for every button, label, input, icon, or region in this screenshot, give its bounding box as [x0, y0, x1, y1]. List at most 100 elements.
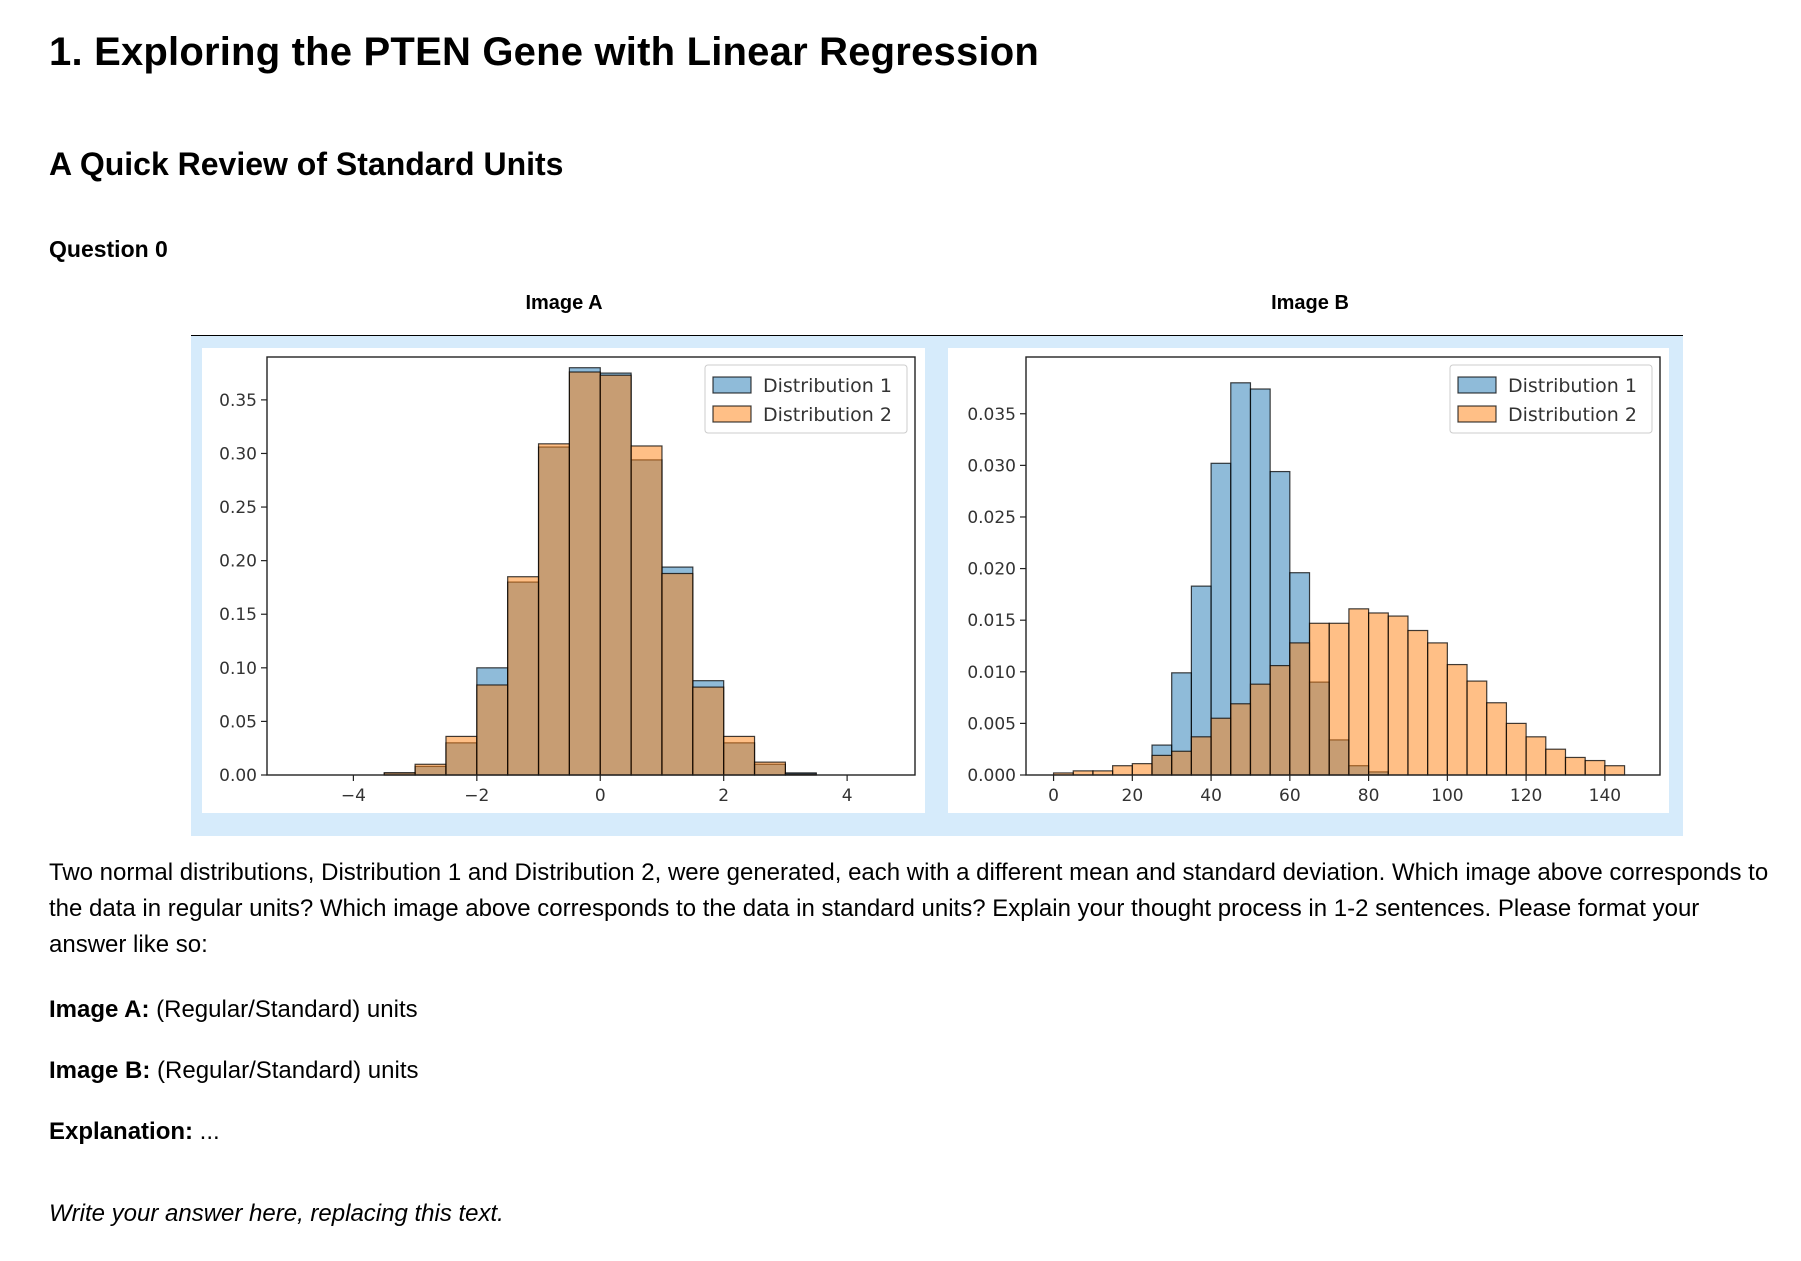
bar-distribution-2-28 [1604, 765, 1626, 776]
bar-distribution-2-18 [1407, 629, 1429, 776]
legend: Distribution 1 Distribution 2 [1449, 364, 1653, 434]
bar-distribution-2-23 [1505, 722, 1527, 776]
bar-distribution-2-10 [692, 686, 725, 776]
format-value-image-a: (Regular/Standard) units [149, 996, 418, 1023]
x-tick-label: 60 [1279, 786, 1301, 806]
image-a-histogram: −4 −2 0 2 4 0.00 0.05 0.10 0.15 0.20 0.25 0.30 0.35 D… [202, 348, 925, 813]
bar-distribution-2-8 [630, 445, 663, 776]
bar-distribution-2-13 [1308, 622, 1330, 776]
x-tick-label: 120 [1510, 786, 1542, 806]
bar-distribution-2-8 [1210, 717, 1232, 776]
format-label-image-a: Image A: [49, 996, 150, 1023]
format-line-explanation: Explanation: ... [49, 1118, 220, 1146]
y-tick-label: 0.15 [219, 605, 257, 625]
series-2 [1052, 608, 1626, 776]
y-tick-label: 0.20 [219, 552, 257, 572]
image-b-chart: 0 20 40 60 80 100 120 140 0.000 0.005 0.010 0.015 0.… [967, 356, 1661, 806]
format-label-image-b: Image B: [49, 1057, 151, 1084]
bar-distribution-2-10 [1249, 683, 1271, 776]
bar-distribution-2-3 [1112, 765, 1133, 776]
y-tick-label: 0.010 [967, 663, 1016, 683]
bar-distribution-2-6 [1171, 750, 1192, 776]
bar-distribution-2-12 [753, 761, 786, 776]
bar-distribution-2-4 [1131, 763, 1153, 776]
bar-distribution-2-9 [1230, 703, 1252, 776]
bar-distribution-2-6 [568, 371, 601, 776]
bar-distribution-2-9 [661, 572, 694, 776]
y-tick-label: 0.015 [967, 611, 1016, 631]
format-value-explanation: ... [193, 1118, 220, 1145]
y-tick-label: 0.10 [219, 659, 257, 679]
bar-distribution-2-11 [1269, 664, 1291, 776]
bar-distribution-2-5 [537, 443, 570, 776]
x-tick-label: 4 [842, 786, 853, 806]
y-tick-label: 0.005 [967, 714, 1016, 734]
format-value-image-b: (Regular/Standard) units [150, 1057, 419, 1084]
x-tick-label: 0 [595, 786, 606, 806]
format-line-image-b: Image B: (Regular/Standard) units [49, 1057, 419, 1085]
bar-distribution-2-4 [507, 576, 540, 776]
bar-distribution-2-2 [445, 735, 478, 776]
x-tick-label: −2 [464, 786, 489, 806]
bar-distribution-2-22 [1486, 702, 1508, 776]
x-tick-label: 80 [1358, 786, 1380, 806]
axes-frame [1025, 356, 1661, 776]
x-tick-label: 0 [1048, 786, 1059, 806]
y-tick-label: 0.25 [219, 498, 257, 518]
bar-distribution-2-11 [723, 735, 756, 776]
x-tick-label: 140 [1589, 786, 1621, 806]
x-tick-label: 40 [1200, 786, 1222, 806]
legend-swatch-1 [712, 376, 752, 394]
bar-distribution-2-5 [1151, 754, 1173, 776]
axes-frame [266, 356, 916, 776]
bar-distribution-2-14 [1328, 622, 1350, 776]
bar-distribution-2-24 [1525, 736, 1547, 776]
table-header-image-b: Image B [1271, 292, 1349, 314]
legend: Distribution 1 Distribution 2 [704, 364, 908, 434]
format-label-explanation: Explanation: [49, 1118, 194, 1145]
bar-distribution-2-12 [1289, 642, 1311, 776]
bar-distribution-2-15 [1348, 608, 1370, 776]
y-tick-label: 0.000 [967, 766, 1016, 786]
legend-label-1: Distribution 1 [763, 375, 892, 397]
format-line-image-a: Image A: (Regular/Standard) units [49, 996, 418, 1024]
question-text: Two normal distributions, Distribution 1… [49, 859, 1769, 958]
x-tick-label: 100 [1431, 786, 1463, 806]
legend-label-2: Distribution 2 [763, 404, 892, 426]
y-tick-label: 0.020 [967, 560, 1016, 580]
image-a-chart: −4 −2 0 2 4 0.00 0.05 0.10 0.15 0.20 0.25 0.30 0.35 D… [219, 356, 916, 806]
legend-label-1: Distribution 1 [1508, 375, 1637, 397]
series-2 [383, 371, 817, 776]
y-tick-label: 0.030 [967, 456, 1016, 476]
legend-swatch-2 [712, 405, 752, 423]
y-tick-label: 0.025 [967, 508, 1016, 528]
legend-swatch-1 [1457, 376, 1497, 394]
table-header-rule [191, 335, 1683, 336]
answer-placeholder[interactable]: Write your answer here, replacing this t… [49, 1200, 504, 1227]
y-tick-label: 0.35 [219, 391, 257, 411]
bar-distribution-2-19 [1427, 642, 1448, 776]
y-tick-label: 0.05 [219, 712, 257, 732]
bar-distribution-2-20 [1446, 663, 1468, 776]
bar-distribution-2-1 [414, 763, 447, 776]
legend-swatch-2 [1457, 405, 1497, 423]
bar-distribution-2-21 [1466, 680, 1488, 776]
y-tick-label: 0.035 [967, 405, 1016, 425]
bar-distribution-2-17 [1387, 615, 1409, 776]
bar-distribution-2-26 [1564, 756, 1586, 776]
y-tick-label: 0.00 [219, 766, 257, 786]
table-header-image-a: Image A [525, 292, 603, 314]
x-tick-label: −4 [341, 786, 366, 806]
bar-distribution-2-16 [1367, 612, 1389, 776]
x-tick-label: 2 [718, 786, 729, 806]
bar-distribution-2-7 [1190, 736, 1212, 776]
section-heading: A Quick Review of Standard Units [49, 146, 564, 182]
legend-label-2: Distribution 2 [1508, 404, 1637, 426]
question-label: Question 0 [49, 236, 168, 262]
bar-distribution-2-27 [1584, 759, 1606, 776]
legend-box [704, 364, 908, 434]
image-b-histogram: 0 20 40 60 80 100 120 140 0.000 0.005 0.010 0.015 0.… [948, 348, 1669, 813]
bar-distribution-2-25 [1545, 748, 1567, 776]
bar-distribution-2-7 [599, 374, 632, 776]
